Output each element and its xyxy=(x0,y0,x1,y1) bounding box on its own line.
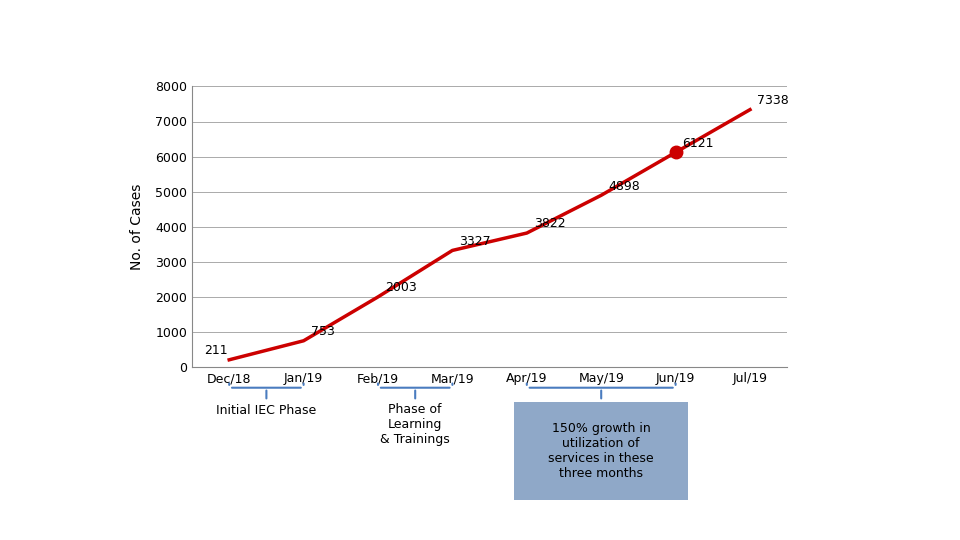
Text: Initial IEC Phase: Initial IEC Phase xyxy=(216,404,317,417)
Text: Impact on Utilization of the Scheme post IEC initiative: Impact on Utilization of the Scheme post… xyxy=(119,23,841,47)
Text: 150% growth in
utilization of
services in these
three months: 150% growth in utilization of services i… xyxy=(548,422,654,480)
Text: 4898: 4898 xyxy=(608,180,640,193)
Text: 6121: 6121 xyxy=(683,137,714,150)
FancyBboxPatch shape xyxy=(515,402,688,500)
Text: 3822: 3822 xyxy=(534,218,565,231)
Text: 7338: 7338 xyxy=(756,94,789,107)
Text: 3327: 3327 xyxy=(459,235,491,248)
Text: Phase of
Learning
& Trainings: Phase of Learning & Trainings xyxy=(380,403,450,446)
Text: 753: 753 xyxy=(310,325,334,338)
Text: 211: 211 xyxy=(204,344,228,357)
Y-axis label: No. of Cases: No. of Cases xyxy=(130,184,144,270)
Text: 2003: 2003 xyxy=(385,281,417,294)
